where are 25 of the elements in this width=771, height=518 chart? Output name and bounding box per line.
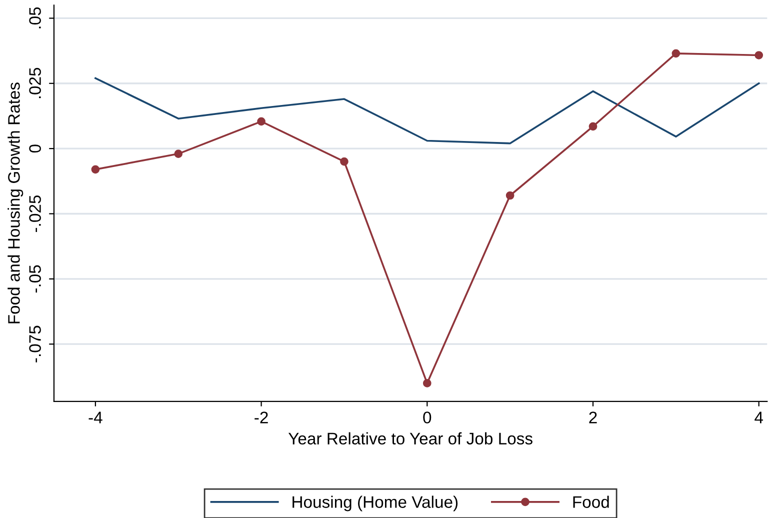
point	[174, 150, 183, 158]
point	[91, 165, 100, 174]
point	[754, 51, 764, 60]
point	[588, 122, 598, 131]
y-tick-label: -.075	[29, 326, 41, 362]
y-tick-label: .05	[29, 7, 41, 28]
line-series	[94, 77, 760, 144]
x-axis-title: Year Relative to Year of Job Loss	[288, 432, 532, 445]
x-tick-label: -4	[88, 412, 102, 424]
x-tick-label: -2	[254, 412, 268, 424]
y-tick-label: .025	[29, 68, 41, 98]
legend-label: Housing (Home Value)	[292, 496, 458, 512]
y-axis-title: Food and Housing Growth Rates	[8, 82, 24, 324]
x-tick-label: 0	[423, 412, 432, 424]
y-tick-label: -.05	[29, 265, 41, 293]
x-tick-label: 4	[754, 412, 763, 424]
legend-label: Food	[573, 496, 609, 508]
point	[257, 117, 266, 126]
point	[340, 157, 348, 166]
x-tick-label: 2	[589, 412, 597, 424]
point	[506, 191, 514, 200]
y-tick-label: 0	[29, 144, 41, 153]
point	[672, 49, 680, 58]
point	[422, 379, 432, 388]
y-tick-label: -.025	[29, 195, 41, 232]
